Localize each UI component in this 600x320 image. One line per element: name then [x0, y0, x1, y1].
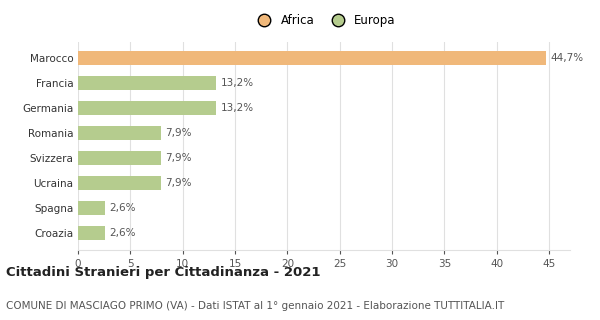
Text: 13,2%: 13,2%: [220, 78, 253, 88]
Text: 44,7%: 44,7%: [550, 53, 583, 63]
Bar: [78, 201, 105, 215]
Text: Cittadini Stranieri per Cittadinanza - 2021: Cittadini Stranieri per Cittadinanza - 2…: [6, 266, 320, 279]
Text: 7,9%: 7,9%: [165, 128, 191, 138]
Text: 7,9%: 7,9%: [165, 153, 191, 163]
Bar: [78, 176, 161, 190]
Bar: [78, 126, 161, 140]
Bar: [78, 51, 546, 65]
Text: 13,2%: 13,2%: [220, 103, 253, 113]
Text: 2,6%: 2,6%: [109, 203, 136, 213]
Legend: Africa, Europa: Africa, Europa: [247, 9, 401, 32]
Text: COMUNE DI MASCIAGO PRIMO (VA) - Dati ISTAT al 1° gennaio 2021 - Elaborazione TUT: COMUNE DI MASCIAGO PRIMO (VA) - Dati IST…: [6, 301, 504, 311]
Bar: [78, 151, 161, 165]
Text: 7,9%: 7,9%: [165, 178, 191, 188]
Bar: [78, 226, 105, 240]
Bar: [78, 76, 216, 90]
Text: 2,6%: 2,6%: [109, 228, 136, 238]
Bar: [78, 101, 216, 115]
